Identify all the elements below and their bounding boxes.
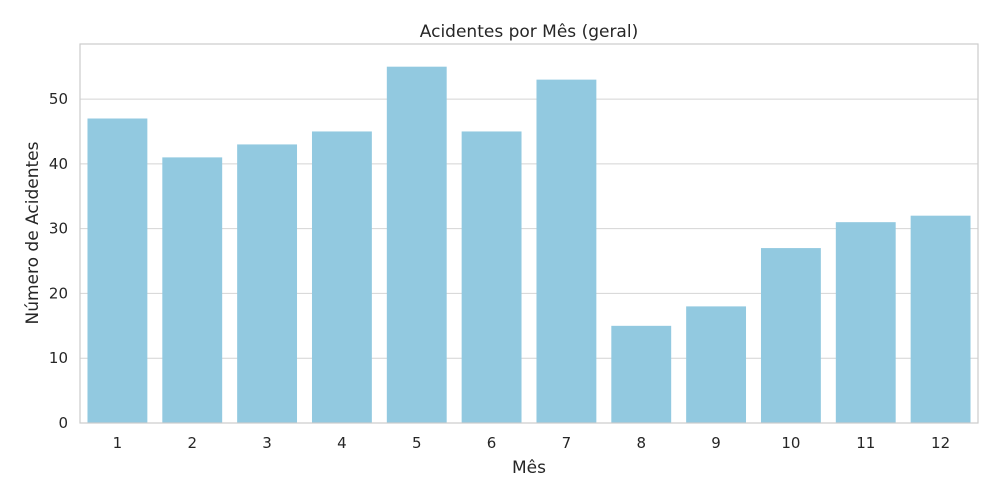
x-tick-label: 5 — [412, 434, 422, 452]
y-tick-label: 0 — [58, 414, 68, 432]
bar-month-1 — [87, 118, 148, 423]
x-tick-label: 8 — [636, 434, 646, 452]
bar-month-4 — [311, 131, 372, 423]
x-tick-label: 2 — [187, 434, 197, 452]
x-tick-label: 11 — [856, 434, 875, 452]
bar-month-10 — [760, 248, 821, 423]
x-tick-label: 7 — [562, 434, 572, 452]
y-tick-label: 30 — [49, 220, 68, 238]
plot-frame — [79, 43, 979, 424]
bar-month-7 — [536, 79, 597, 423]
y-tick-labels: 0 10 20 30 40 50 — [49, 90, 68, 432]
chart-title: Acidentes por Mês (geral) — [420, 22, 638, 42]
bar-month-2 — [162, 157, 223, 423]
bars — [87, 66, 971, 423]
bar-month-3 — [237, 144, 298, 423]
x-tick-label: 12 — [931, 434, 950, 452]
x-tick-labels: 1 2 3 4 5 6 7 8 9 10 11 12 — [113, 434, 950, 452]
bar-month-6 — [461, 131, 522, 423]
bar-month-12 — [910, 215, 971, 423]
bar-month-11 — [835, 222, 896, 423]
x-tick-label: 4 — [337, 434, 347, 452]
y-tick-label: 20 — [49, 284, 68, 302]
x-tick-label: 10 — [781, 434, 800, 452]
y-tick-label: 10 — [49, 349, 68, 367]
y-tick-label: 40 — [49, 155, 68, 173]
bar-month-8 — [611, 325, 672, 423]
bar-month-9 — [686, 306, 747, 423]
x-axis-title: Mês — [512, 458, 546, 478]
x-tick-label: 9 — [711, 434, 721, 452]
x-tick-label: 3 — [262, 434, 272, 452]
y-tick-label: 50 — [49, 90, 68, 108]
y-axis-title: Número de Acidentes — [23, 141, 43, 324]
x-tick-label: 1 — [113, 434, 123, 452]
x-tick-label: 6 — [487, 434, 497, 452]
bar-month-5 — [386, 66, 447, 423]
